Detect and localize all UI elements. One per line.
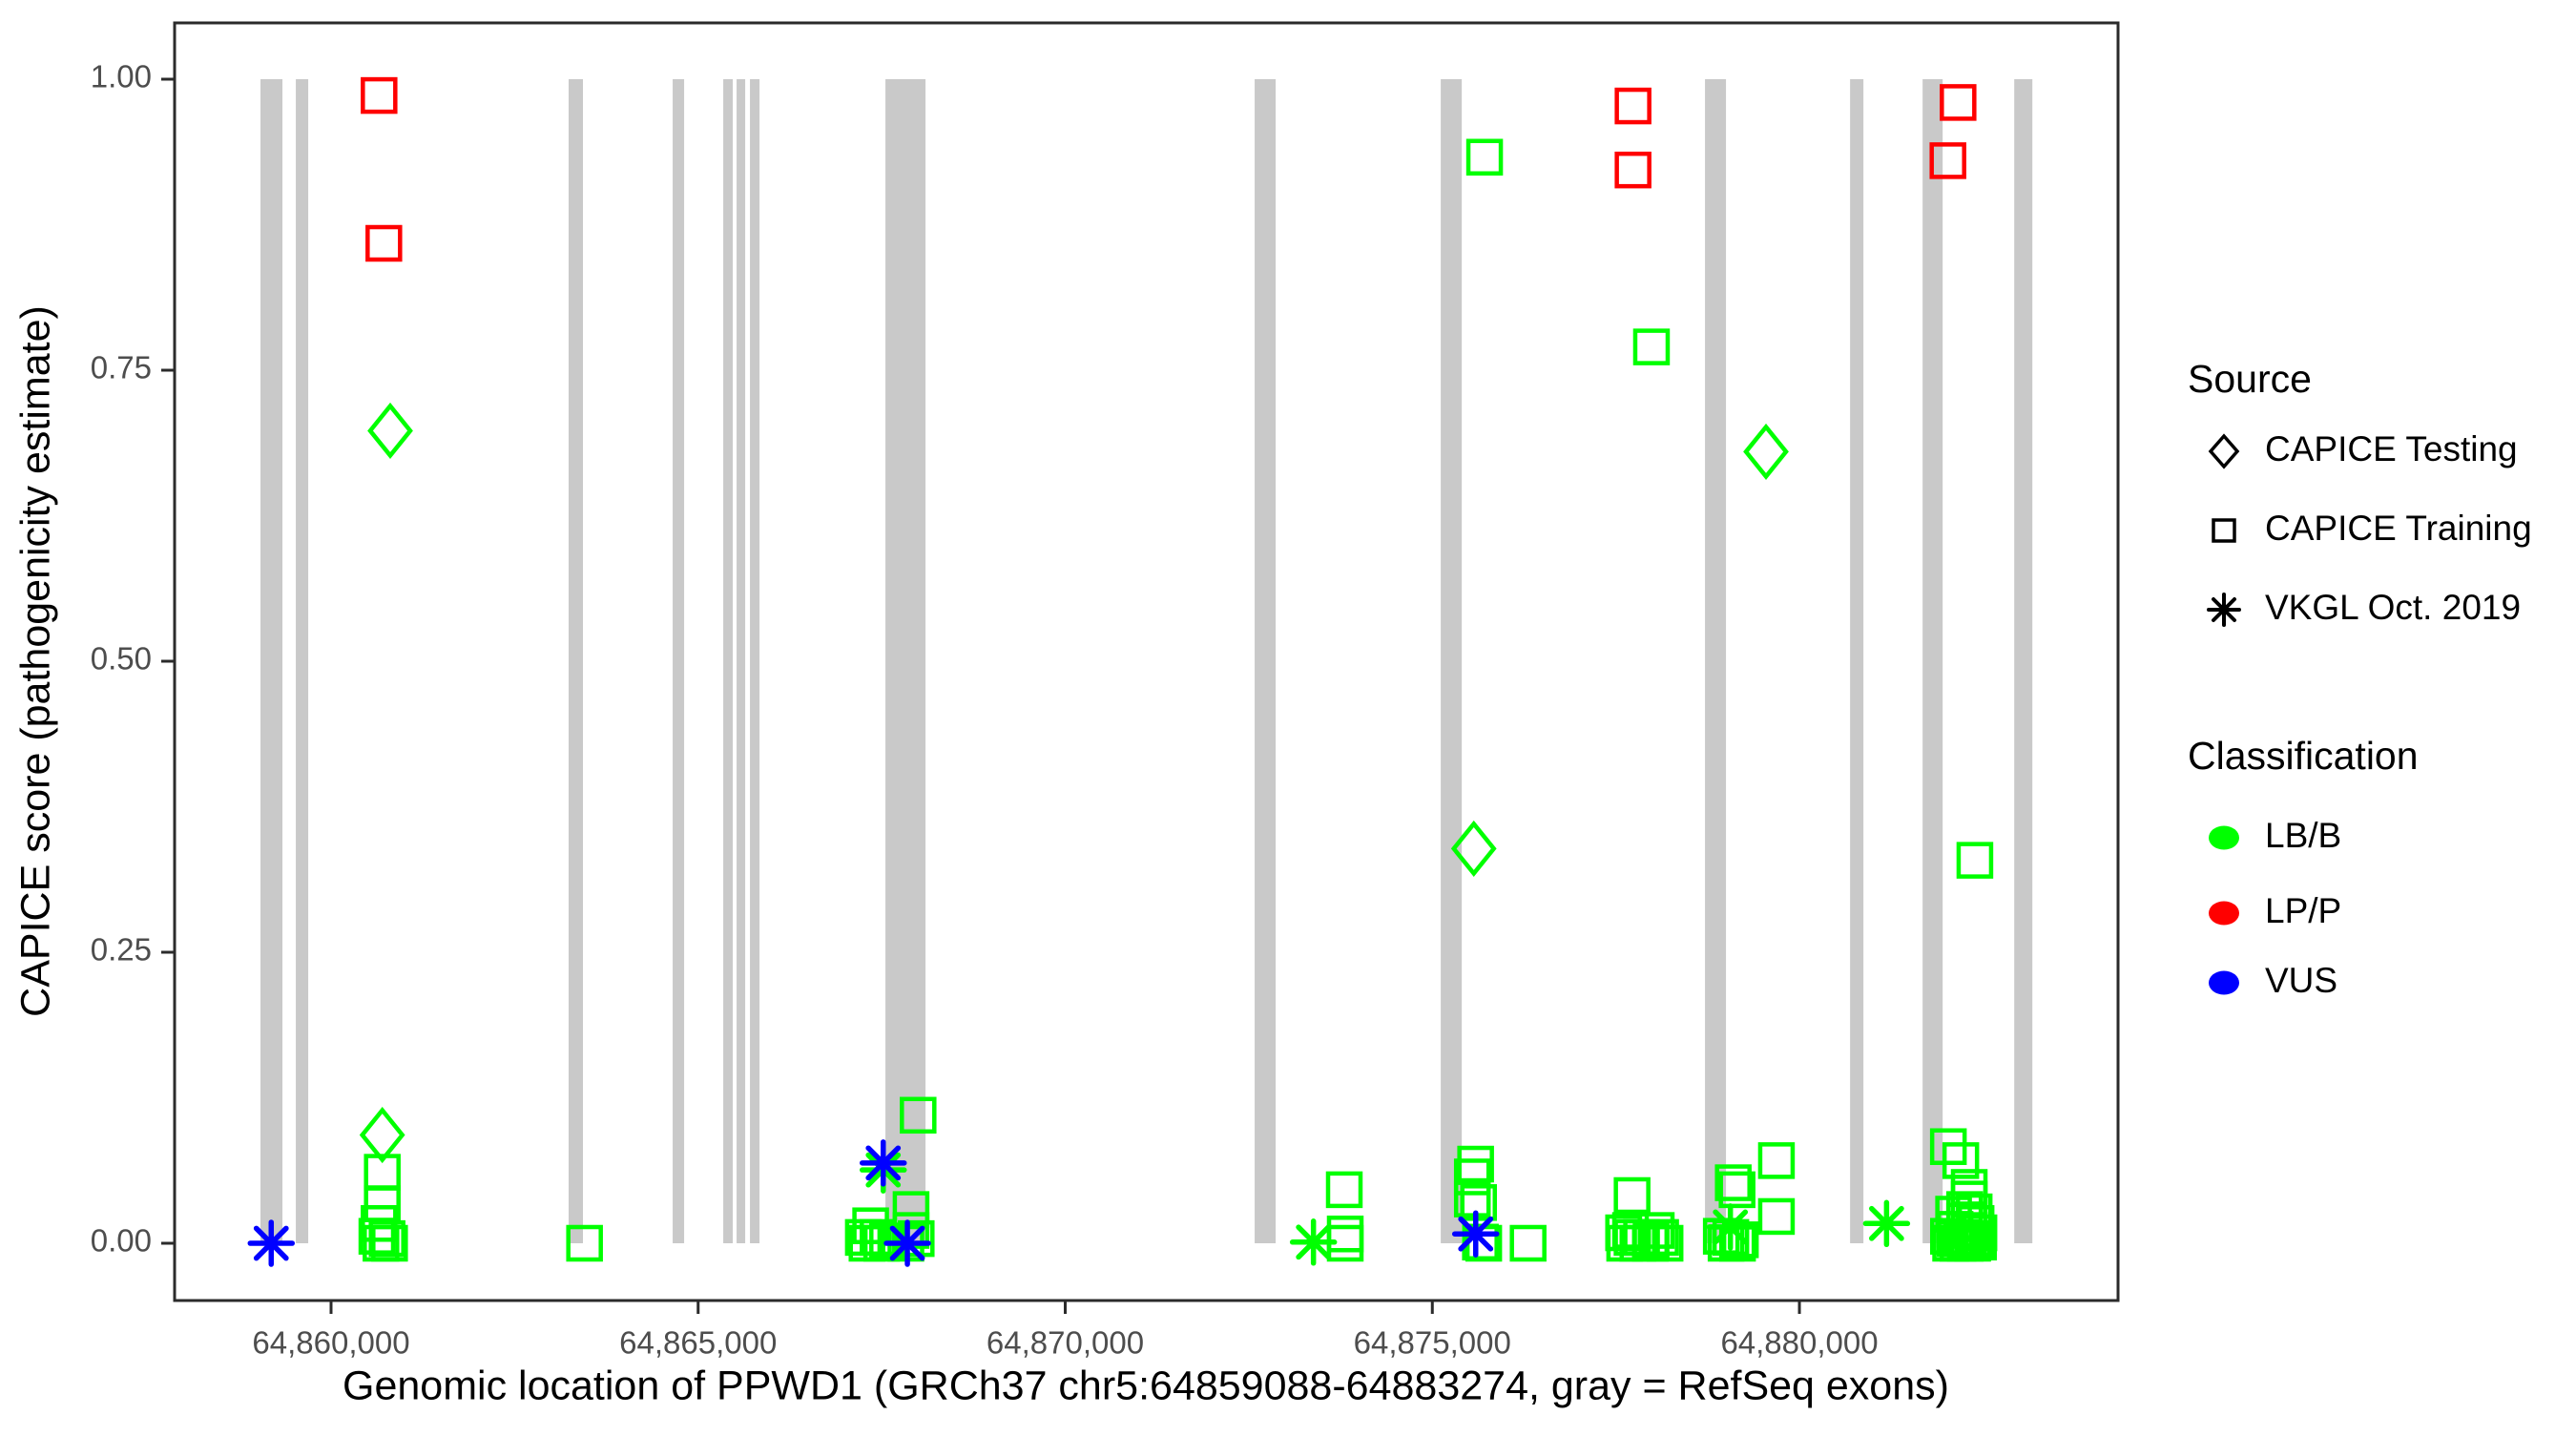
data-point-asterisk bbox=[1706, 1203, 1755, 1251]
exon-bar bbox=[885, 79, 926, 1243]
exon-bar bbox=[260, 79, 283, 1243]
diamond-icon bbox=[2208, 433, 2240, 469]
data-point-square bbox=[1457, 1145, 1494, 1183]
data-point-asterisk bbox=[1289, 1218, 1338, 1266]
legend-item-vus: VUS bbox=[2209, 961, 2337, 1000]
legend-source-title: Source bbox=[2188, 357, 2312, 401]
data-point-square bbox=[1714, 1164, 1752, 1201]
legend-label: LP/P bbox=[2265, 891, 2341, 930]
legend-classification-title: Classification bbox=[2188, 734, 2419, 778]
y-tick-label: 0.25 bbox=[91, 932, 152, 968]
data-point-square bbox=[1614, 87, 1652, 125]
data-point-square bbox=[1929, 1128, 1967, 1165]
vus-dot-icon bbox=[2209, 970, 2239, 995]
exon-bar bbox=[750, 79, 760, 1243]
exon-bar bbox=[569, 79, 584, 1243]
data-point-asterisk bbox=[883, 1219, 931, 1267]
lpp-dot-icon bbox=[2209, 901, 2239, 926]
exon-bar bbox=[737, 79, 746, 1243]
plot-panel bbox=[173, 21, 2120, 1302]
data-point-diamond bbox=[359, 1106, 405, 1164]
data-point-square bbox=[1646, 1224, 1684, 1262]
data-point-square bbox=[1929, 142, 1966, 179]
legend-label: CAPICE Training bbox=[2265, 509, 2532, 548]
x-tick-label: 64,860,000 bbox=[252, 1325, 409, 1361]
data-point-square bbox=[358, 1217, 396, 1255]
data-point-square bbox=[900, 1096, 937, 1134]
legend-label: CAPICE Testing bbox=[2265, 429, 2518, 468]
data-point-square bbox=[1757, 1142, 1796, 1179]
legend-label: VUS bbox=[2265, 961, 2337, 1000]
x-tick-label: 64,880,000 bbox=[1720, 1325, 1878, 1361]
data-points-layer bbox=[247, 76, 1998, 1267]
data-point-square bbox=[1509, 1224, 1547, 1262]
x-tick-label: 64,865,000 bbox=[619, 1325, 777, 1361]
data-point-asterisk bbox=[1451, 1210, 1500, 1258]
data-point-diamond bbox=[367, 402, 413, 460]
data-point-square bbox=[368, 1219, 405, 1258]
data-point-square bbox=[1325, 1171, 1363, 1209]
x-tick-label: 64,870,000 bbox=[987, 1325, 1144, 1361]
data-point-square bbox=[361, 76, 398, 114]
data-point-square bbox=[1960, 1223, 1998, 1261]
exon-bar bbox=[296, 79, 309, 1243]
legend-item-capice-training: CAPICE Training bbox=[2212, 509, 2532, 548]
exon-bar bbox=[1255, 79, 1277, 1243]
y-tick-label: 0.50 bbox=[91, 641, 152, 676]
legend-item-lpp: LP/P bbox=[2209, 891, 2341, 930]
square-icon bbox=[2212, 518, 2236, 543]
x-axis-title: Genomic location of PPWD1 (GRCh37 chr5:6… bbox=[343, 1363, 1949, 1408]
data-point-square bbox=[566, 1224, 603, 1262]
data-point-square bbox=[365, 224, 403, 262]
data-point-square bbox=[1465, 138, 1504, 176]
exon-bar bbox=[1441, 79, 1463, 1243]
exon-bar bbox=[723, 79, 734, 1243]
data-point-square bbox=[363, 1224, 400, 1262]
exon-bar bbox=[2014, 79, 2033, 1243]
data-point-square bbox=[1642, 1218, 1679, 1257]
data-point-square bbox=[1453, 1180, 1491, 1217]
data-point-square bbox=[1757, 1197, 1796, 1236]
lbb-dot-icon bbox=[2209, 825, 2239, 850]
data-point-square bbox=[1632, 328, 1671, 365]
exon-bar bbox=[673, 79, 685, 1243]
data-point-asterisk bbox=[247, 1219, 296, 1267]
y-axis-title: CAPICE score (pathogenicity estimate) bbox=[12, 305, 58, 1017]
y-tick-label: 0.75 bbox=[91, 350, 152, 385]
asterisk-icon bbox=[2207, 593, 2241, 627]
data-point-square bbox=[1942, 1142, 1980, 1179]
exon-bar bbox=[1850, 79, 1864, 1243]
legend-item-capice-testing: CAPICE Testing bbox=[2208, 429, 2518, 469]
y-tick-label: 1.00 bbox=[91, 59, 152, 94]
data-point-square bbox=[1956, 842, 1994, 879]
exon-bars-layer bbox=[260, 79, 2033, 1243]
data-point-square bbox=[1460, 1184, 1497, 1221]
data-point-square bbox=[1453, 1158, 1491, 1196]
legend-item-lbb: LB/B bbox=[2209, 816, 2341, 855]
data-point-asterisk bbox=[1862, 1199, 1911, 1248]
x-tick-label: 64,875,000 bbox=[1354, 1325, 1511, 1361]
data-point-diamond bbox=[1450, 820, 1497, 878]
legend-item-vkgl: VKGL Oct. 2019 bbox=[2207, 588, 2521, 627]
data-point-square bbox=[1718, 1171, 1755, 1209]
legend: Source CAPICE Testing CAPICE Training VK… bbox=[2188, 357, 2532, 1000]
exon-bar bbox=[1922, 79, 1943, 1243]
legend-label: VKGL Oct. 2019 bbox=[2265, 588, 2521, 627]
data-point-square bbox=[1613, 1176, 1651, 1215]
data-point-square bbox=[1614, 151, 1652, 189]
axis-ticks-layer: 64,860,000 64,865,000 64,870,000 64,875,000… bbox=[91, 59, 1879, 1361]
data-point-asterisk bbox=[859, 1139, 907, 1187]
legend-label: LB/B bbox=[2265, 816, 2341, 855]
data-point-square bbox=[1940, 84, 1977, 121]
exon-bar bbox=[1705, 79, 1727, 1243]
y-tick-label: 0.00 bbox=[91, 1223, 152, 1259]
data-point-diamond bbox=[1743, 423, 1789, 480]
